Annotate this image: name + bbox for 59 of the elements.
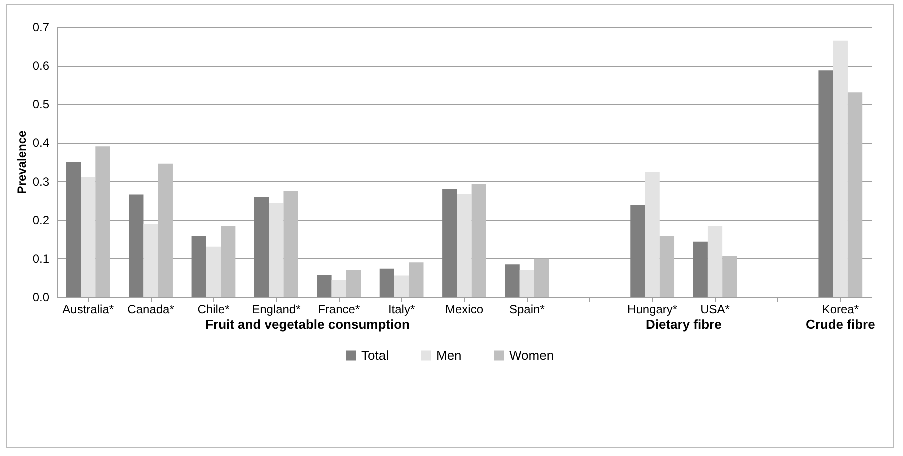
bar (394, 276, 410, 297)
bar (505, 264, 520, 297)
bar (96, 146, 110, 297)
bar (722, 256, 738, 297)
bar (192, 236, 206, 297)
text: Dietary fibre (646, 317, 722, 332)
bar (144, 224, 158, 297)
x-tick-label: Hungary* (628, 302, 678, 316)
y-tick-label: 0.2 (32, 213, 50, 228)
y-axis-title: Prevalence (14, 130, 29, 194)
legend-label: Women (510, 348, 554, 363)
x-tick-label: France* (318, 302, 360, 316)
bar (534, 258, 550, 297)
bar (457, 194, 472, 297)
bar (66, 162, 82, 297)
bar (708, 226, 723, 297)
bar (380, 268, 394, 297)
bar (818, 70, 834, 297)
y-tick-label: 0.1 (32, 252, 50, 266)
bar (442, 189, 458, 297)
bar (206, 246, 222, 297)
bar (284, 191, 298, 297)
text: Fruit and vegetable consumption (206, 317, 410, 332)
x-tick-label: Chile* (198, 302, 230, 316)
bar (848, 92, 863, 297)
x-tick-label: Italy* (388, 302, 416, 316)
y-tick-label: 0.7 (32, 20, 50, 34)
x-tick-label: Korea* (822, 302, 860, 316)
x-tick-label: Australia* (62, 302, 114, 316)
bar (472, 184, 486, 297)
bar (317, 275, 332, 297)
bar (269, 203, 284, 297)
x-tick-label: Canada* (128, 302, 175, 316)
y-tick-label: 0.5 (32, 98, 50, 112)
bar (346, 270, 362, 297)
bar (409, 262, 424, 297)
bar (520, 270, 535, 297)
bar (81, 177, 96, 297)
bar (693, 242, 708, 297)
bar (332, 280, 346, 297)
legend-label: Men (436, 348, 462, 363)
x-tick-label: England* (252, 302, 302, 316)
text: Crude fibre (806, 317, 876, 332)
bar (221, 226, 236, 297)
legend-label: Total (362, 348, 390, 363)
y-tick-label: 0.3 (32, 174, 50, 189)
bar (158, 164, 173, 297)
y-tick-label: 0.6 (32, 59, 50, 74)
bar (630, 205, 646, 297)
x-tick-label: Spain* (510, 302, 546, 316)
y-tick-label: 0.0 (32, 290, 50, 304)
x-tick-label: Mexico (445, 302, 484, 316)
x-tick-label: USA* (700, 302, 730, 316)
y-tick-label: 0.4 (32, 136, 50, 150)
bar (645, 172, 660, 297)
bar (833, 40, 848, 297)
bar (254, 197, 270, 297)
bar (129, 194, 144, 297)
bar (660, 236, 675, 297)
